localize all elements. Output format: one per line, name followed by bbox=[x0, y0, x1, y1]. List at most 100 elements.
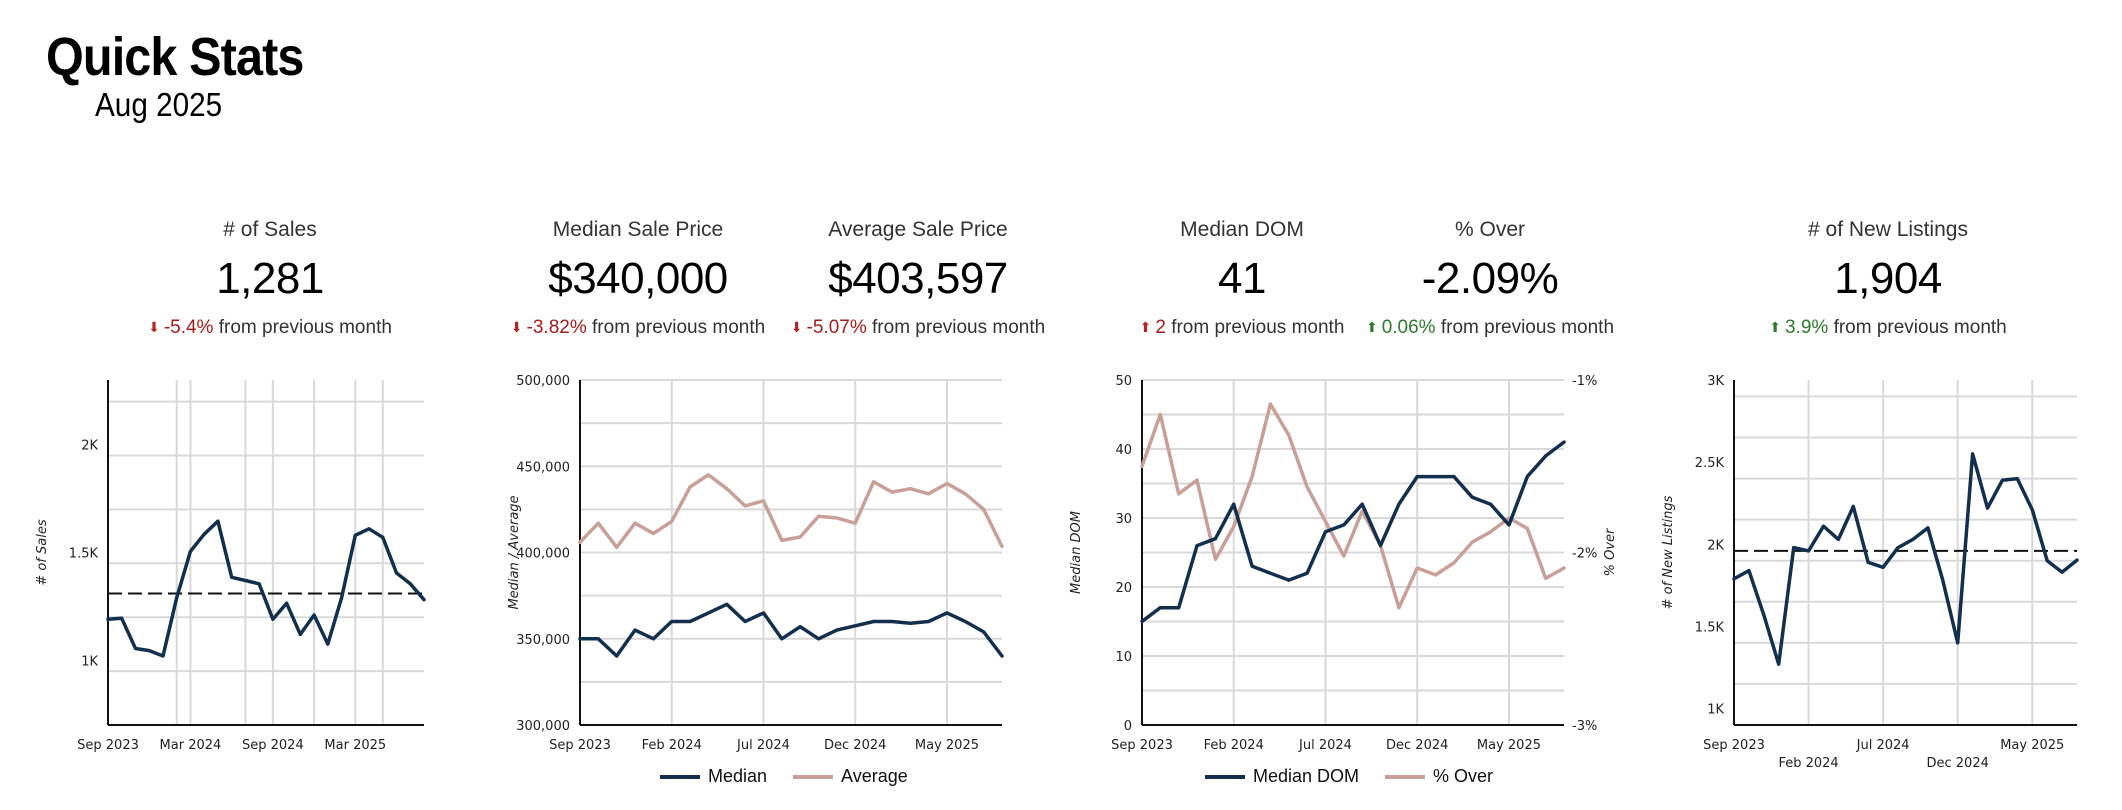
stat-label: Median DOM bbox=[1180, 218, 1304, 241]
stat-change: ⬆ 2 from previous month bbox=[1082, 314, 1402, 340]
x-tick-label: May 2025 bbox=[1477, 738, 1541, 753]
x-tick-label: Mar 2024 bbox=[160, 738, 222, 753]
stat-change: ⬇ -5.4% from previous month bbox=[110, 314, 430, 340]
arrow-down-icon: ⬇ bbox=[510, 319, 523, 335]
series-line-average bbox=[578, 473, 1004, 550]
y-tick-label: 500,000 bbox=[516, 374, 570, 389]
stat-sales: # of Sales 1,281 ⬇ -5.4% from previous mo… bbox=[110, 216, 430, 340]
legend-label: Average bbox=[841, 766, 908, 786]
y2-tick-label: -2% bbox=[1572, 547, 1597, 562]
y-axis-label: Median DOM bbox=[1069, 511, 1084, 594]
x-tick-label: Feb 2024 bbox=[1778, 756, 1838, 771]
change-suffix: from previous month bbox=[872, 317, 1046, 338]
stat-average-price: Average Sale Price $403,597 ⬇ -5.07% from… bbox=[758, 216, 1078, 340]
legend-item: Median bbox=[660, 766, 767, 787]
legend-swatch bbox=[1205, 775, 1245, 780]
x-tick-label: May 2025 bbox=[2000, 738, 2064, 753]
x-tick-label: Sep 2023 bbox=[1703, 738, 1765, 753]
legend-label: Median bbox=[708, 766, 768, 786]
change-value: -3.82% bbox=[526, 317, 587, 338]
stat-value: -2.09% bbox=[1421, 254, 1559, 303]
x-tick-label: Dec 2024 bbox=[1386, 738, 1448, 753]
change-suffix: from previous month bbox=[592, 317, 766, 338]
y-tick-label: 40 bbox=[1115, 443, 1132, 458]
change-suffix: from previous month bbox=[1833, 317, 2007, 338]
change-suffix: from previous month bbox=[218, 317, 392, 338]
y-tick-label: 300,000 bbox=[516, 719, 570, 734]
change-suffix: from previous month bbox=[1171, 317, 1345, 338]
stat-label: Average Sale Price bbox=[828, 218, 1008, 241]
legend-swatch bbox=[660, 775, 700, 780]
price-chart-legend: Median Average bbox=[660, 766, 934, 787]
stat-median-dom: Median DOM 41 ⬆ 2 from previous month bbox=[1082, 216, 1402, 340]
x-tick-label: Mar 2025 bbox=[324, 738, 386, 753]
arrow-up-icon: ⬆ bbox=[1365, 319, 1378, 335]
y-tick-label: 0 bbox=[1124, 719, 1132, 734]
x-tick-label: Dec 2024 bbox=[824, 738, 886, 753]
dom-chart: 0 10 20 30 40 50 -3% -2% -1% % Over Sep 2023 Feb 20… bbox=[1069, 374, 1618, 753]
x-tick-label: Jul 2024 bbox=[1856, 738, 1910, 753]
change-value: 2 bbox=[1155, 317, 1166, 338]
stat-label: # of Sales bbox=[223, 218, 317, 241]
stat-value: $403,597 bbox=[828, 254, 1008, 303]
y-tick-label: 450,000 bbox=[516, 460, 570, 475]
page-title: Quick Stats bbox=[46, 27, 304, 87]
arrow-up-icon: ⬆ bbox=[1769, 319, 1781, 335]
y-tick-label: 1.5K bbox=[1695, 620, 1725, 635]
series-line-median bbox=[578, 602, 1004, 658]
arrow-down-icon: ⬇ bbox=[790, 319, 803, 335]
stat-median-price: Median Sale Price $340,000 ⬇ -3.82% from … bbox=[478, 216, 798, 340]
y-tick-label: 1K bbox=[81, 654, 98, 669]
legend-swatch bbox=[793, 775, 834, 780]
stat-new-listings: # of New Listings 1,904 ⬆ 3.9% from previ… bbox=[1728, 216, 2048, 340]
series-line--over bbox=[1140, 402, 1566, 610]
y-tick-label: 10 bbox=[1115, 650, 1132, 665]
y-tick-label: 400,000 bbox=[516, 547, 570, 562]
change-value: 0.06% bbox=[1381, 317, 1436, 338]
x-tick-label: Feb 2024 bbox=[1204, 738, 1264, 753]
x-tick-label: Sep 2023 bbox=[549, 738, 611, 753]
price-chart: 300,000 350,000 400,000 450,000 500,000 Sep 2… bbox=[507, 374, 1004, 753]
y-tick-label: 2K bbox=[1707, 538, 1724, 553]
y2-tick-label: -1% bbox=[1572, 374, 1597, 389]
arrow-up-icon: ⬆ bbox=[1139, 319, 1152, 335]
sales-chart: 1K 1.5K 2K Sep 2023 Mar 2024 Sep 2024 Mar 2025… bbox=[35, 380, 426, 753]
y2-axis-label: % Over bbox=[1603, 527, 1618, 576]
y-tick-label: 1K bbox=[1707, 703, 1724, 718]
series-line-data bbox=[106, 519, 426, 658]
stat-label: % Over bbox=[1454, 218, 1525, 241]
legend-label: Median DOM bbox=[1253, 766, 1360, 786]
x-tick-label: Sep 2023 bbox=[1111, 738, 1173, 753]
new-listings-chart: 1K 1.5K 2K 2.5K 3K Sep 2023 Feb 2024 Jul 2024 De… bbox=[1661, 374, 2079, 771]
stat-percent-over: % Over -2.09% ⬆ 0.06% from previous month bbox=[1330, 216, 1650, 340]
series-line-median-dom bbox=[1140, 440, 1566, 624]
y-axis-label: Median / Average bbox=[507, 495, 522, 609]
stat-value: 1,904 bbox=[1834, 254, 1942, 303]
x-tick-label: May 2025 bbox=[915, 738, 979, 753]
y-tick-label: 350,000 bbox=[516, 633, 570, 648]
change-suffix: from previous month bbox=[1440, 317, 1615, 338]
x-tick-label: Sep 2023 bbox=[77, 738, 139, 753]
y-tick-label: 2K bbox=[81, 439, 98, 454]
x-tick-label: Jul 2024 bbox=[736, 738, 790, 753]
stat-label: Median Sale Price bbox=[552, 218, 724, 241]
legend-label: % Over bbox=[1433, 766, 1494, 786]
series-line-data bbox=[1732, 452, 2079, 666]
legend-swatch bbox=[1385, 775, 1426, 780]
stat-change: ⬇ -3.82% from previous month bbox=[478, 314, 798, 340]
stat-value: 1,281 bbox=[216, 254, 324, 303]
stat-label: # of New Listings bbox=[1808, 218, 1968, 241]
legend-item: Median DOM bbox=[1205, 766, 1359, 787]
y-tick-label: 20 bbox=[1115, 581, 1132, 596]
page-subtitle: Aug 2025 bbox=[95, 86, 223, 123]
y-tick-label: 2.5K bbox=[1695, 456, 1725, 471]
change-value: -5.07% bbox=[806, 317, 867, 338]
y-tick-label: 1.5K bbox=[69, 547, 99, 562]
stat-value: $340,000 bbox=[548, 254, 728, 303]
stat-change: ⬆ 0.06% from previous month bbox=[1330, 314, 1650, 340]
change-value: 3.9% bbox=[1784, 317, 1829, 338]
x-tick-label: Feb 2024 bbox=[642, 738, 702, 753]
x-tick-label: Jul 2024 bbox=[1298, 738, 1352, 753]
legend-item: % Over bbox=[1385, 766, 1493, 787]
stat-change: ⬇ -5.07% from previous month bbox=[758, 314, 1078, 340]
